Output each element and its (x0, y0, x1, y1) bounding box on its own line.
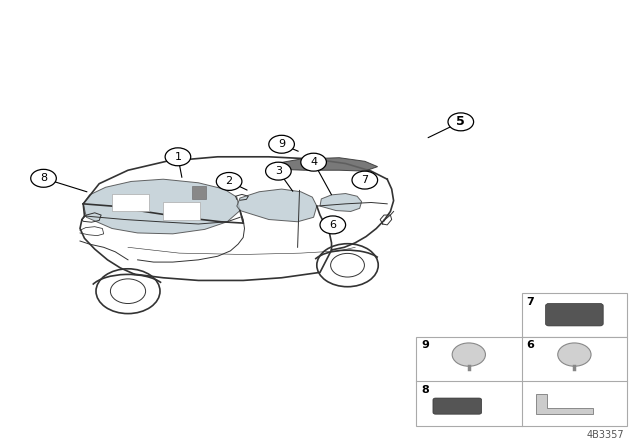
Polygon shape (83, 179, 240, 234)
Circle shape (31, 169, 56, 187)
Circle shape (448, 113, 474, 131)
FancyBboxPatch shape (433, 398, 481, 414)
Polygon shape (320, 194, 362, 211)
Text: 7: 7 (361, 175, 369, 185)
Text: 9: 9 (421, 340, 429, 350)
Text: 6: 6 (330, 220, 336, 230)
Circle shape (269, 135, 294, 153)
Bar (192, 186, 206, 199)
Bar (416, 337, 627, 426)
Circle shape (216, 172, 242, 190)
Text: 1: 1 (175, 152, 181, 162)
Circle shape (320, 216, 346, 234)
Text: 8: 8 (421, 385, 429, 395)
Circle shape (301, 153, 326, 171)
Circle shape (452, 343, 486, 366)
Circle shape (352, 171, 378, 189)
Bar (522, 293, 627, 337)
Text: 2: 2 (225, 177, 233, 186)
Circle shape (266, 162, 291, 180)
Text: 7: 7 (527, 297, 534, 307)
Polygon shape (536, 394, 593, 414)
Bar (163, 202, 200, 220)
Text: 4: 4 (310, 157, 317, 167)
Text: 4B3357: 4B3357 (586, 430, 624, 440)
Polygon shape (237, 189, 317, 222)
Polygon shape (275, 158, 378, 171)
Text: 5: 5 (456, 115, 465, 129)
Circle shape (558, 343, 591, 366)
Text: 6: 6 (527, 340, 534, 350)
Text: 3: 3 (275, 166, 282, 176)
Text: 9: 9 (278, 139, 285, 149)
Bar (112, 194, 149, 211)
Circle shape (165, 148, 191, 166)
FancyBboxPatch shape (545, 304, 604, 326)
Text: 8: 8 (40, 173, 47, 183)
